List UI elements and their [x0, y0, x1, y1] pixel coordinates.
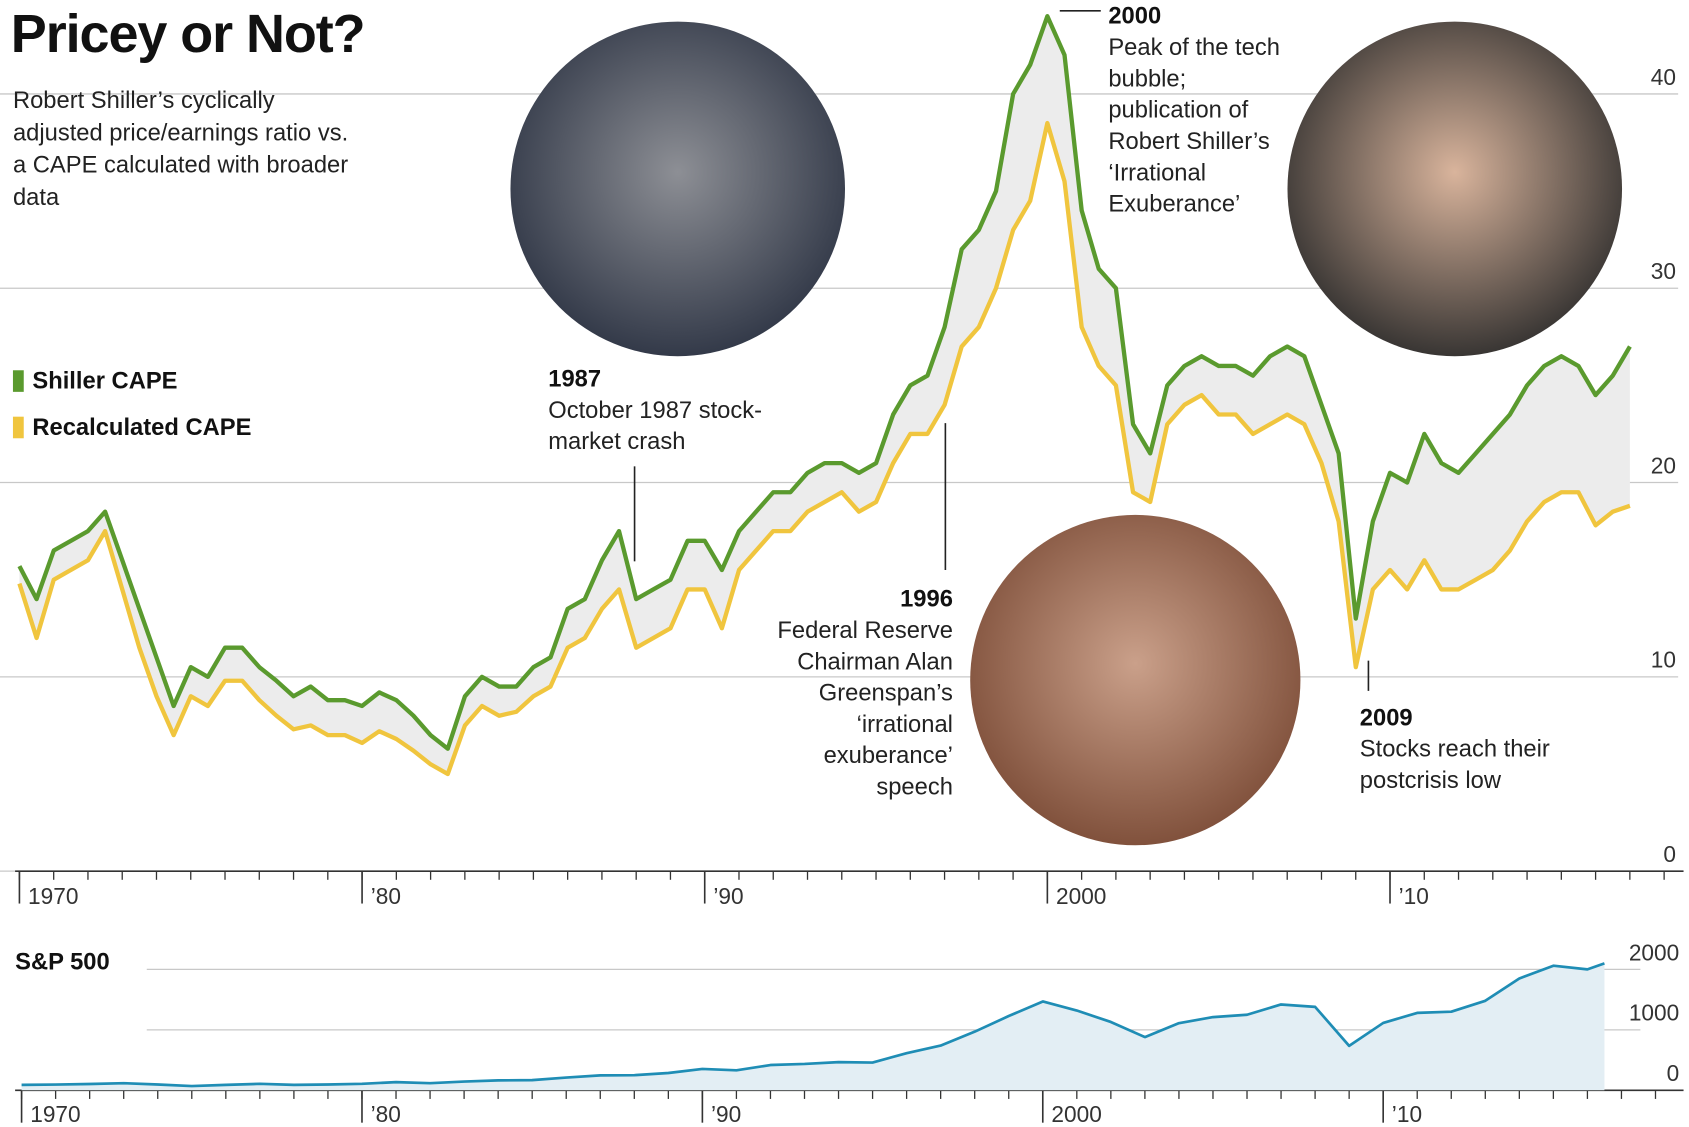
legend-item: Shiller CAPE	[13, 367, 178, 395]
y-tick-label: 40	[1651, 64, 1676, 90]
x-tick-label: 1970	[28, 883, 78, 909]
x-tick-label: ’90	[711, 1101, 741, 1127]
y-tick-label: 0	[1663, 841, 1676, 867]
sp-title: S&P 500	[15, 948, 110, 976]
y-tick-label: 1000	[1629, 1000, 1679, 1026]
annotation-text: October 1987 stock-market crash	[548, 396, 762, 454]
annotation-year: 1987	[548, 363, 780, 394]
annotation-text: Stocks reach their postcrisis low	[1360, 735, 1550, 793]
legend-swatch	[13, 417, 24, 439]
photo-shiller	[1287, 22, 1622, 357]
x-tick-label: 2000	[1056, 883, 1106, 909]
y-tick-label: 10	[1651, 647, 1676, 673]
x-tick-label: ’10	[1399, 883, 1429, 909]
subtitle: Robert Shiller’s cyclically adjusted pri…	[13, 84, 358, 214]
legend-swatch	[13, 370, 24, 392]
annotation-text: Federal Reserve Chairman Alan Greenspan’…	[777, 616, 953, 800]
x-tick-label: ’80	[371, 1101, 401, 1127]
x-tick-label: ’80	[371, 883, 401, 909]
annotation-year: 1996	[761, 583, 953, 614]
x-tick-label: ’90	[713, 883, 743, 909]
y-tick-label: 2000	[1629, 939, 1679, 965]
y-tick-label: 20	[1651, 452, 1676, 478]
x-tick-label: ’10	[1392, 1101, 1422, 1127]
y-tick-label: 0	[1667, 1060, 1680, 1086]
title: Pricey or Not?	[11, 2, 365, 65]
photo-trading-floor	[510, 22, 845, 357]
annotation-text: Peak of the tech bubble; publication of …	[1108, 33, 1280, 217]
y-tick-label: 30	[1651, 258, 1676, 284]
legend-item: Recalculated CAPE	[13, 413, 251, 441]
area-fill	[22, 963, 1605, 1090]
x-tick-label: 2000	[1051, 1101, 1101, 1127]
graphic: 0 10 20 30 40 1970 ’80 ’90 2000 ’10 0 1000 2000 1970 ’…	[0, 0, 1689, 1127]
legend-label: Recalculated CAPE	[32, 413, 251, 440]
x-tick-label: 1970	[30, 1101, 80, 1127]
legend-label: Shiller CAPE	[32, 367, 177, 394]
annotation-year: 2009	[1360, 702, 1576, 733]
annotation-year: 2000	[1108, 0, 1291, 31]
page: 0 10 20 30 40 1970 ’80 ’90 2000 ’10 0 1000 2000 1970 ’…	[0, 0, 1689, 1127]
photo-greenspan	[970, 515, 1300, 845]
